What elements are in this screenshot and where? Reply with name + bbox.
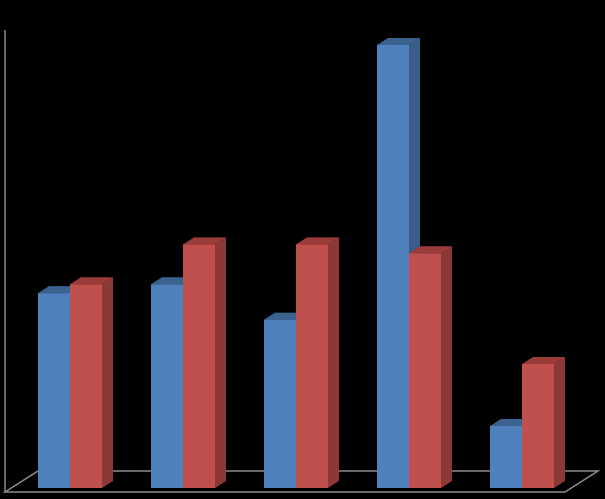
bar-side-s2-c1 — [102, 277, 113, 488]
bar-side-s2-c5 — [554, 356, 565, 488]
bar-top-s2-c2 — [183, 237, 226, 245]
bar-s2-c3 — [296, 237, 339, 488]
bar-group-3 — [264, 237, 339, 488]
bar-group-2 — [151, 237, 226, 488]
bar-s2-c4 — [409, 246, 452, 488]
bar-front-s1-c2 — [151, 284, 183, 488]
bar-side-s2-c3 — [328, 237, 339, 488]
bar-front-s2-c4 — [409, 253, 441, 488]
bar-front-s2-c2 — [183, 244, 215, 488]
bar-front-s1-c1 — [38, 293, 70, 488]
bar-front-s2-c3 — [296, 244, 328, 488]
bar-side-s2-c2 — [215, 237, 226, 488]
bar-front-s1-c4 — [377, 45, 409, 488]
bar-group-5 — [490, 356, 565, 488]
bar-side-s2-c4 — [441, 246, 452, 488]
chart-axes — [2, 30, 601, 493]
bar-group-4 — [377, 38, 452, 488]
bar-front-s1-c5 — [490, 425, 522, 488]
bar-top-s1-c4 — [377, 38, 420, 45]
bar-front-s2-c5 — [522, 363, 554, 488]
bar-group-1 — [38, 277, 113, 488]
floor-plane — [2, 470, 601, 493]
bar-top-s2-c4 — [409, 246, 452, 254]
bar-s2-c2 — [183, 237, 226, 488]
bar-front-s1-c3 — [264, 319, 296, 488]
chart-bars — [38, 38, 565, 488]
bar-top-s2-c1 — [70, 277, 113, 285]
bar-top-s2-c3 — [296, 237, 339, 245]
bar-s2-c5 — [522, 356, 565, 488]
bar-front-s2-c1 — [70, 284, 102, 488]
bar-s2-c1 — [70, 277, 113, 488]
bar-top-s2-c5 — [522, 356, 565, 364]
